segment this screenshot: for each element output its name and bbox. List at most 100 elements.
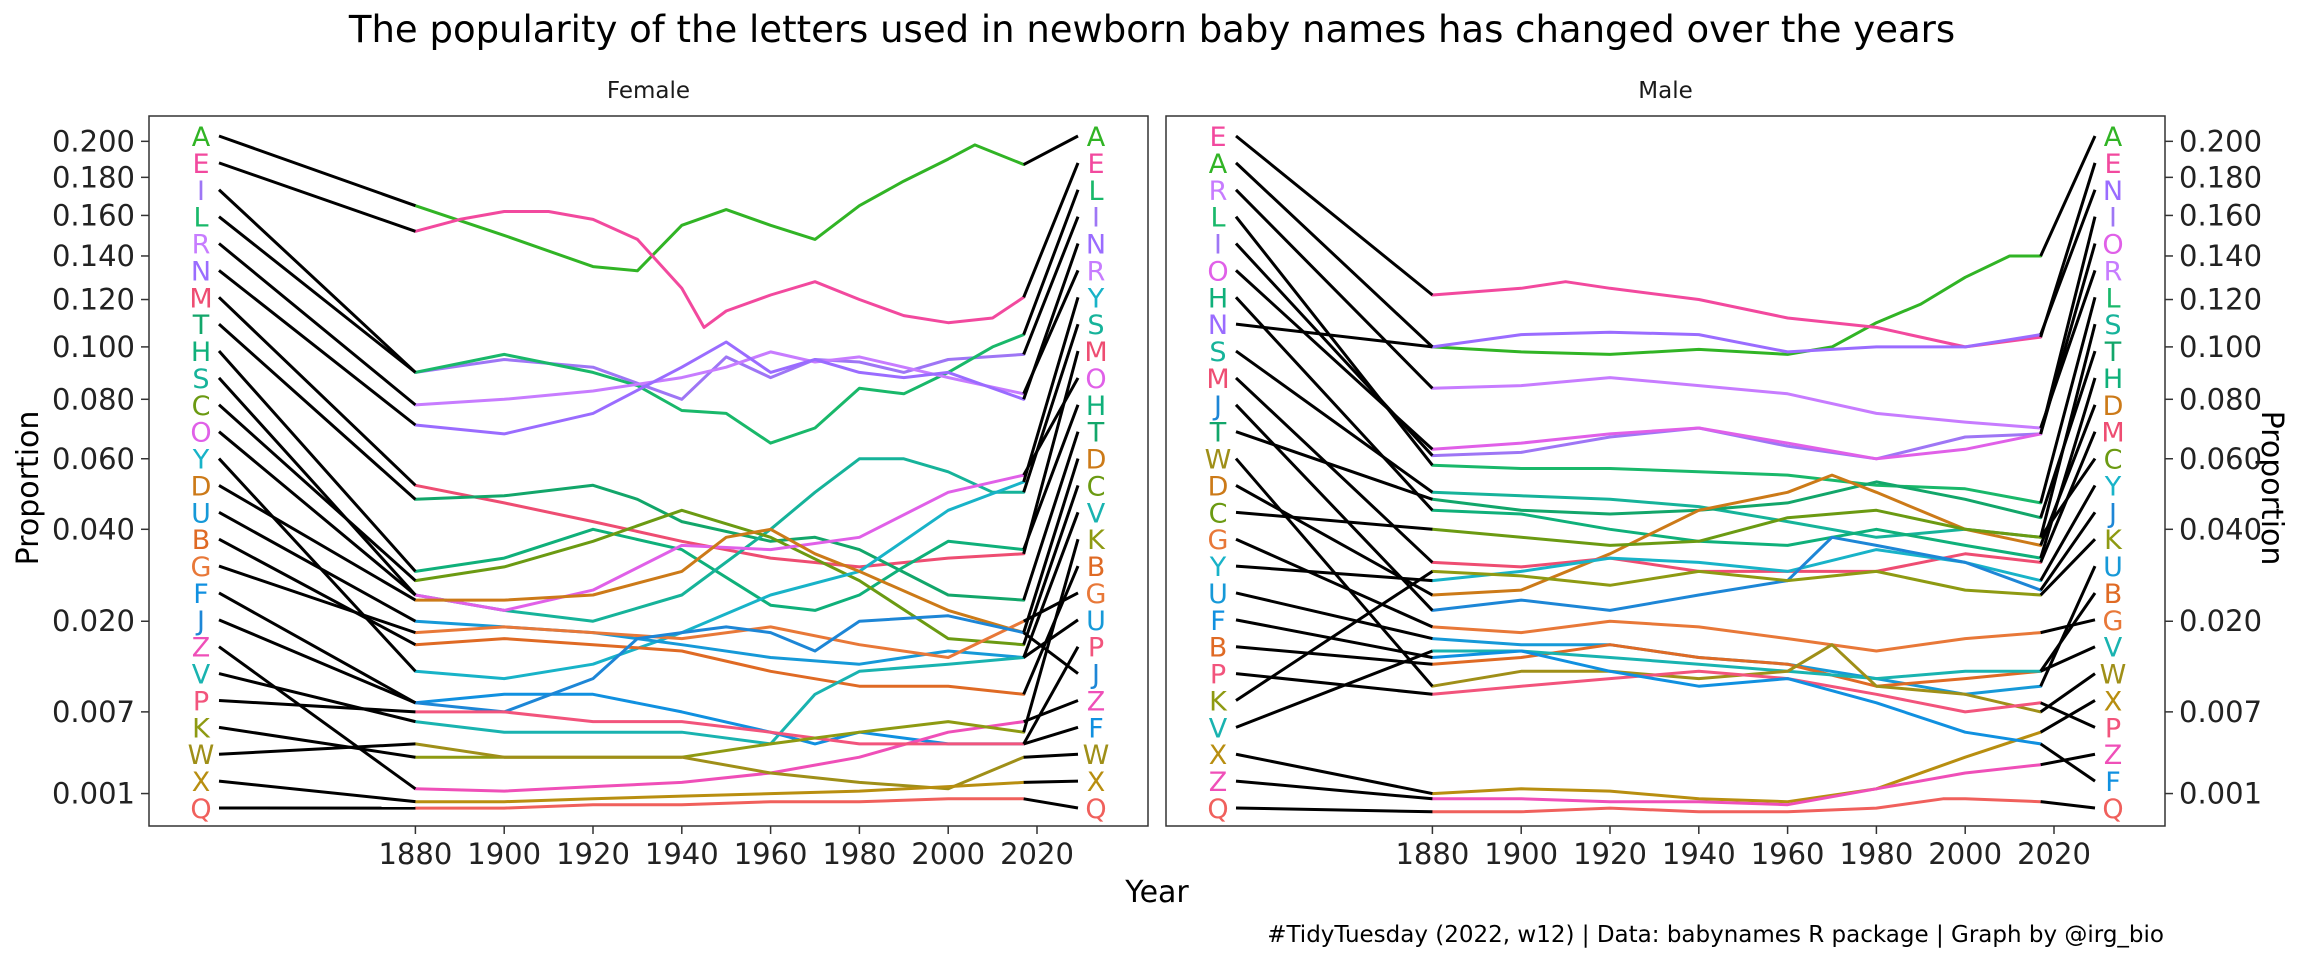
series-line-r xyxy=(1430,376,2043,430)
right-letter-label-n: N xyxy=(1086,230,1106,261)
left-letter-label-b: B xyxy=(192,525,211,556)
right-letter-label-v: V xyxy=(2104,633,2123,664)
right-connector-r xyxy=(1022,269,1080,395)
series-line-t xyxy=(413,483,1026,602)
left-letter-label-w: W xyxy=(188,740,215,771)
x-tick-label: 1980 xyxy=(822,837,896,871)
left-connector-g xyxy=(1235,537,1434,629)
left-letter-label-e: E xyxy=(1209,122,1226,153)
right-letter-label-q: Q xyxy=(1085,794,1106,825)
panel-female: Female 1880 1900 1920 1940 1960 1980 2000 2020 0.… xyxy=(52,78,1149,871)
left-letter-label-t: T xyxy=(1209,418,1227,449)
y-tick-label: 0.180 xyxy=(52,160,135,194)
right-connector-x xyxy=(1023,779,1079,784)
x-tick-label: 1880 xyxy=(378,837,452,871)
left-connector-y xyxy=(1235,564,1433,583)
left-connector-x xyxy=(1235,752,1433,796)
series-line-m xyxy=(413,483,1026,569)
right-letter-label-o: O xyxy=(2102,230,2123,261)
left-letter-label-x: X xyxy=(1209,740,1228,771)
right-connector-b xyxy=(2039,592,2097,673)
y-tick-label: 0.060 xyxy=(52,442,135,476)
series-line-g xyxy=(413,619,1026,659)
left-letter-label-r: R xyxy=(192,230,211,261)
left-connector-f xyxy=(218,591,417,705)
left-connector-z xyxy=(218,645,417,791)
series-line-x xyxy=(413,780,1026,804)
left-letter-label-j: J xyxy=(195,606,205,637)
left-connector-e xyxy=(1235,134,1434,297)
series-line-m xyxy=(1430,552,2043,573)
left-connector-y xyxy=(217,457,417,673)
left-letter-label-c: C xyxy=(1209,498,1228,529)
y-axis-title-right: Proportion xyxy=(2254,411,2289,566)
y-tick-label: 0.140 xyxy=(2179,239,2262,273)
left-letter-label-e: E xyxy=(192,149,209,180)
left-letter-label-q: Q xyxy=(1207,794,1228,825)
right-connector-z xyxy=(2040,752,2096,767)
left-letter-label-x: X xyxy=(192,767,211,798)
x-tick-label: 2000 xyxy=(911,837,985,871)
left-connector-u xyxy=(218,511,417,623)
right-letter-label-c: C xyxy=(1087,471,1106,502)
series-line-d xyxy=(413,527,1026,635)
right-connector-y xyxy=(2039,484,2097,582)
left-letter-label-s: S xyxy=(192,364,209,395)
series-line-o xyxy=(1430,426,2043,461)
right-letter-label-u: U xyxy=(1086,606,1106,637)
right-letter-label-y: Y xyxy=(2104,471,2122,502)
left-letter-label-n: N xyxy=(191,256,211,287)
series-line-e xyxy=(1430,280,2043,349)
series-line-l xyxy=(1430,463,2043,505)
panel-border xyxy=(148,115,1149,827)
y-axis-title-left: Proportion xyxy=(11,411,46,566)
left-connector-a xyxy=(218,134,416,208)
right-connector-i xyxy=(1022,216,1080,355)
y-tick-label: 0.020 xyxy=(52,604,135,638)
left-connector-t xyxy=(1235,430,1433,501)
right-connector-l xyxy=(1022,189,1080,336)
left-letter-label-l: L xyxy=(1210,203,1225,234)
series-line-s xyxy=(413,457,1026,623)
right-letter-label-z: Z xyxy=(1087,686,1106,717)
right-letter-label-b: B xyxy=(1087,552,1106,583)
right-connector-f xyxy=(2039,742,2096,783)
chart-title: The popularity of the letters used in ne… xyxy=(348,8,1955,51)
left-letter-label-z: Z xyxy=(1209,767,1228,798)
right-letter-label-z: Z xyxy=(2104,740,2123,771)
right-letter-label-e: E xyxy=(1087,149,1104,180)
right-letter-label-o: O xyxy=(1085,364,1106,395)
right-letter-label-f: F xyxy=(2105,767,2121,798)
series-line-v xyxy=(413,656,1026,746)
right-connector-a xyxy=(2039,135,2097,257)
left-connector-n xyxy=(1235,322,1433,349)
x-axis-title: Year xyxy=(1124,875,1189,910)
series-line-v xyxy=(1430,649,2043,681)
right-letter-label-m: M xyxy=(2101,418,2124,449)
right-letter-label-e: E xyxy=(2104,149,2121,180)
left-connector-q xyxy=(1235,806,1433,814)
left-connector-w xyxy=(218,742,416,756)
series-line-j xyxy=(413,614,1026,714)
right-letter-label-m: M xyxy=(1084,337,1107,368)
left-letter-label-p: P xyxy=(193,686,209,717)
left-letter-label-p: P xyxy=(1210,660,1226,691)
y-tick-label: 0.007 xyxy=(2179,695,2262,729)
series-line-f xyxy=(1430,649,2043,746)
right-letter-label-p: P xyxy=(1088,633,1104,664)
left-letter-label-h: H xyxy=(1208,283,1228,314)
right-connector-p xyxy=(2040,701,2096,729)
right-letter-label-a: A xyxy=(2104,122,2123,153)
left-letter-label-v: V xyxy=(1209,713,1228,744)
right-connector-g xyxy=(2040,618,2096,635)
y-tick-label: 0.200 xyxy=(2179,124,2262,158)
left-connector-j xyxy=(218,618,416,705)
y-tick-label: 0.100 xyxy=(52,330,135,364)
left-connector-r xyxy=(1234,188,1434,390)
x-tick-label: 1920 xyxy=(556,837,630,871)
y-tick-label: 0.001 xyxy=(2179,777,2262,811)
left-letter-label-w: W xyxy=(1205,445,1232,476)
y-tick-label: 0.200 xyxy=(52,124,135,158)
panel-male: Male 1880 1900 1920 1940 1960 1980 2000 2020 0.00… xyxy=(1165,78,2262,871)
x-tick-label: 1960 xyxy=(734,837,808,871)
